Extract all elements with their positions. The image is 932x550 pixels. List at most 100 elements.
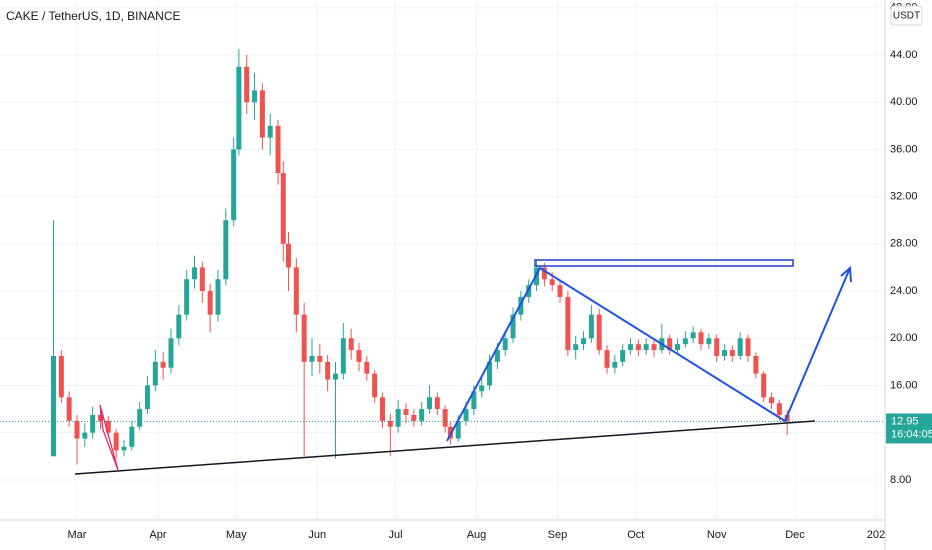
x-tick-label: Nov	[707, 529, 727, 541]
currency-button[interactable]	[890, 5, 923, 26]
candle-body	[267, 125, 273, 138]
candle-body	[667, 338, 673, 351]
candle-body	[121, 446, 127, 451]
candle-body	[168, 338, 174, 368]
candle-body	[152, 361, 158, 386]
candle-body	[565, 296, 571, 351]
candle-body	[259, 90, 265, 138]
candle-body	[387, 420, 393, 427]
x-tick-label: Oct	[627, 529, 644, 541]
y-tick-label: 24.00	[890, 285, 918, 297]
candle-body	[675, 344, 681, 351]
resistance-box	[534, 259, 794, 267]
candle-body	[340, 338, 346, 374]
y-tick-label: 32.00	[890, 191, 918, 203]
candle-body	[199, 267, 205, 292]
candle-body	[494, 350, 500, 362]
candle-body	[419, 409, 425, 421]
drawings	[74, 259, 852, 475]
candle-body	[137, 409, 143, 427]
candle-body	[581, 338, 587, 345]
candle-body	[231, 149, 237, 221]
candle-body	[301, 314, 307, 362]
candle-body	[722, 350, 728, 356]
candle-body	[160, 361, 166, 368]
candle-body	[176, 314, 182, 339]
flag	[99, 404, 119, 471]
candle-body	[769, 397, 775, 404]
x-tick-label: May	[226, 529, 247, 541]
candle-body	[58, 355, 64, 398]
candle-body	[215, 279, 221, 315]
candle-body	[737, 338, 743, 356]
y-tick-label: 40.00	[890, 96, 918, 108]
candle-body	[66, 397, 72, 421]
candle-body	[144, 385, 150, 410]
candle-body	[223, 220, 229, 280]
y-tick-label: 28.00	[890, 238, 918, 250]
candle-body	[434, 397, 440, 410]
candle-body	[698, 332, 704, 345]
currency-label[interactable]: USDT	[893, 11, 920, 22]
candle-body	[729, 350, 735, 356]
candle-body	[471, 391, 477, 410]
x-tick-label: Dec	[785, 529, 805, 541]
candle-body	[51, 355, 57, 457]
arrow-head	[840, 265, 852, 283]
candle-body	[714, 338, 720, 356]
candle-body	[588, 314, 594, 339]
candle-body	[275, 125, 281, 174]
candle-body	[635, 344, 641, 351]
candle-body	[191, 267, 197, 280]
x-tick-label: 202	[867, 529, 885, 541]
candle-body	[620, 350, 626, 362]
candle-body	[761, 373, 767, 398]
candle-body	[280, 173, 286, 244]
candle-body	[682, 338, 688, 345]
last-price-box	[886, 413, 932, 444]
trend-lines	[446, 266, 851, 442]
candle-body	[745, 338, 751, 356]
candle-body	[549, 279, 555, 286]
candle-body	[97, 414, 103, 421]
candle-body	[518, 296, 524, 315]
candle-body	[604, 350, 610, 368]
candle-body	[309, 355, 315, 362]
x-tick-label: Mar	[68, 529, 87, 541]
candle-body	[596, 314, 602, 351]
candle-body	[502, 338, 508, 351]
candle-body	[82, 432, 88, 439]
candle-body	[252, 90, 258, 103]
candle-body	[651, 344, 657, 351]
candle-body	[479, 385, 485, 392]
candles	[0, 49, 885, 465]
candle-body	[753, 355, 759, 374]
countdown-label: 16:04:05	[891, 428, 932, 440]
candle-body	[612, 361, 618, 368]
candle-body	[463, 409, 469, 421]
candle-body	[628, 344, 634, 351]
candle-body	[487, 361, 493, 386]
x-tick-label: Sep	[548, 529, 568, 541]
x-tick-label: Apr	[149, 529, 166, 541]
candle-body	[573, 344, 579, 351]
candle-body	[379, 397, 385, 421]
candle-body	[690, 332, 696, 339]
x-tick-label: Aug	[467, 529, 487, 541]
candle-body	[541, 267, 547, 280]
candle-body	[244, 66, 250, 103]
y-tick-label: 8.00	[890, 474, 911, 486]
candle-body	[364, 361, 370, 374]
candle-body	[325, 361, 331, 380]
candle-body	[403, 409, 409, 415]
candle-body	[317, 355, 323, 362]
y-tick-label: 44.00	[890, 49, 918, 61]
candle-body	[105, 420, 111, 433]
y-tick-label: 36.00	[890, 143, 918, 155]
candle-body	[455, 420, 461, 439]
candle-body	[372, 373, 378, 398]
y-tick-label: 16.00	[890, 379, 918, 391]
candle-body	[236, 66, 242, 150]
